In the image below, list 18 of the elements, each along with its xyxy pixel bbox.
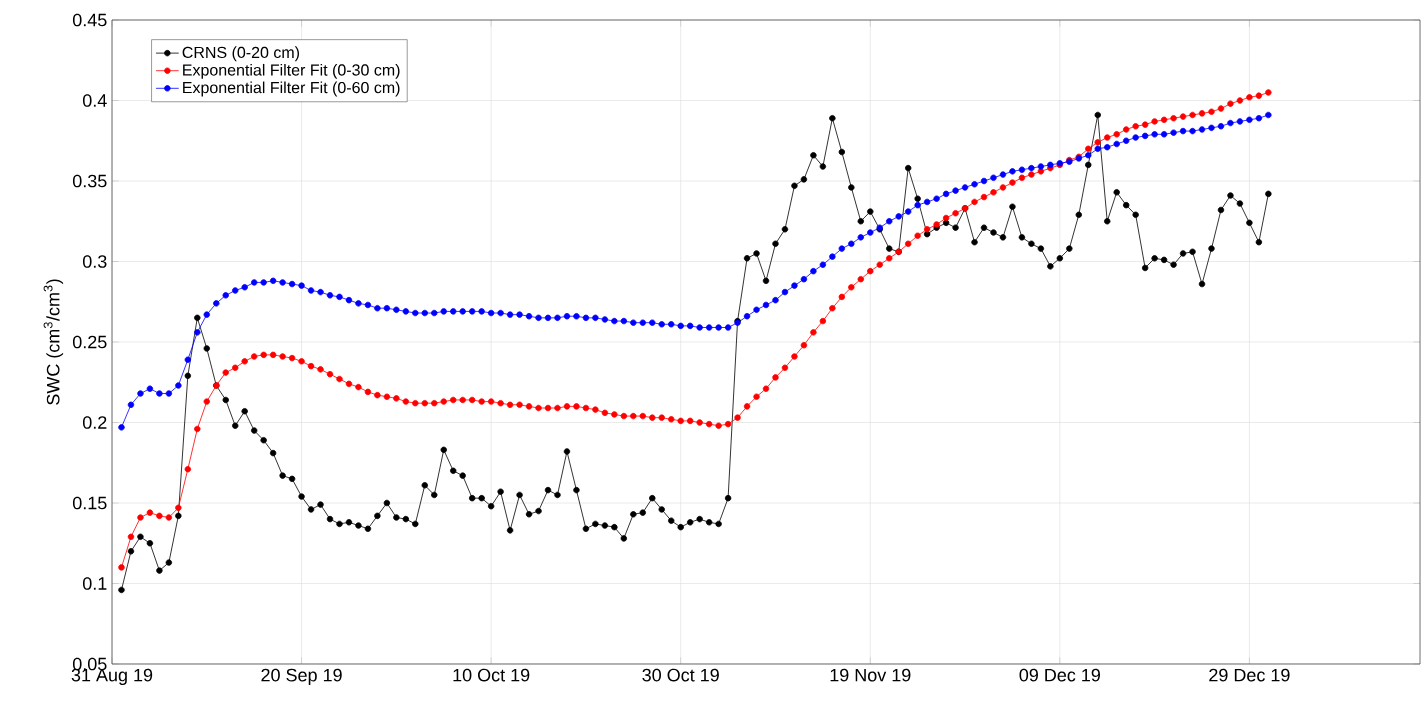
y-tick-label: 0.2: [82, 416, 107, 429]
x-tick-label: 10 Oct 19: [453, 668, 530, 682]
y-tick-label: 0.4: [82, 94, 107, 107]
y-tick-label: 0.25: [72, 335, 107, 349]
y-axis-title: SWC (cm$^{3}$/cm$^{3}$): [43, 279, 64, 405]
y-tick-label: 0.45: [72, 13, 107, 27]
y-tick-label: 0.15: [72, 496, 107, 510]
legend-label: Exponential Filter Fit (0-30 cm): [183, 63, 400, 79]
x-tick-label: 30 Oct 19: [642, 668, 719, 682]
x-tick-label: 19 Nov 19: [830, 668, 911, 682]
legend-label: Exponential Filter Fit (0-60 cm): [183, 81, 400, 97]
y-tick-label: 0.3: [82, 255, 107, 268]
x-tick-label: 29 Dec 19: [1209, 668, 1290, 682]
y-tick-label: 0.35: [72, 174, 107, 188]
y-tick-label: 0.1: [82, 577, 107, 590]
x-tick-label: 20 Sep 19: [261, 668, 342, 686]
x-tick-label: 09 Dec 19: [1019, 668, 1100, 682]
legend-label: CRNS (0-20 cm): [182, 46, 300, 62]
